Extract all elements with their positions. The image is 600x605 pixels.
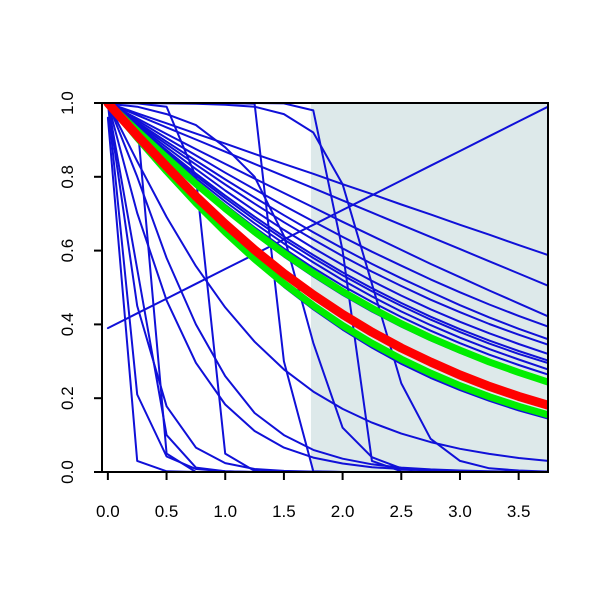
series-line-14	[106, 103, 548, 462]
x-tick-label: 1.5	[272, 502, 296, 521]
x-tick-label: 3.5	[507, 502, 531, 521]
series-line-12	[106, 103, 548, 328]
shaded-region	[310, 103, 548, 472]
y-tick-label: 1.0	[58, 91, 77, 115]
series-line-24	[106, 103, 548, 472]
x-tick-label: 0.0	[96, 502, 120, 521]
y-tick-label: 0.6	[58, 239, 77, 263]
y-tick-label: 0.8	[58, 165, 77, 189]
y-tick-label: 0.4	[58, 313, 77, 337]
series-line-5	[106, 103, 548, 365]
x-tick-label: 1.0	[213, 502, 237, 521]
series-line-7	[106, 103, 548, 362]
x-tick-label: 3.0	[448, 502, 472, 521]
series-line-10	[106, 103, 548, 355]
series-line-1	[106, 103, 548, 287]
shaded-region-layer	[310, 103, 548, 472]
axis-layer: 0.0 0.5 1.0 1.5 2.0 2.5 3.0 3.5 0.0 0.2 0.4 0.6 0.8 1…	[58, 91, 549, 521]
series-line-22	[106, 103, 548, 472]
y-tick-label: 0.2	[58, 386, 77, 410]
x-tick-label: 0.5	[155, 502, 179, 521]
plot-frame	[101, 102, 549, 473]
series-line-3	[106, 103, 548, 341]
series-line-30	[103, 103, 548, 410]
series-line-11	[106, 103, 548, 346]
series-line-28	[104, 103, 548, 386]
series-line-26	[106, 103, 548, 472]
x-tick-label: 2.5	[389, 502, 413, 521]
x-tick-label: 2.0	[331, 502, 355, 521]
series-line-25	[106, 103, 548, 472]
series-line-27	[106, 103, 548, 472]
y-tick-label: 0.0	[58, 460, 77, 484]
